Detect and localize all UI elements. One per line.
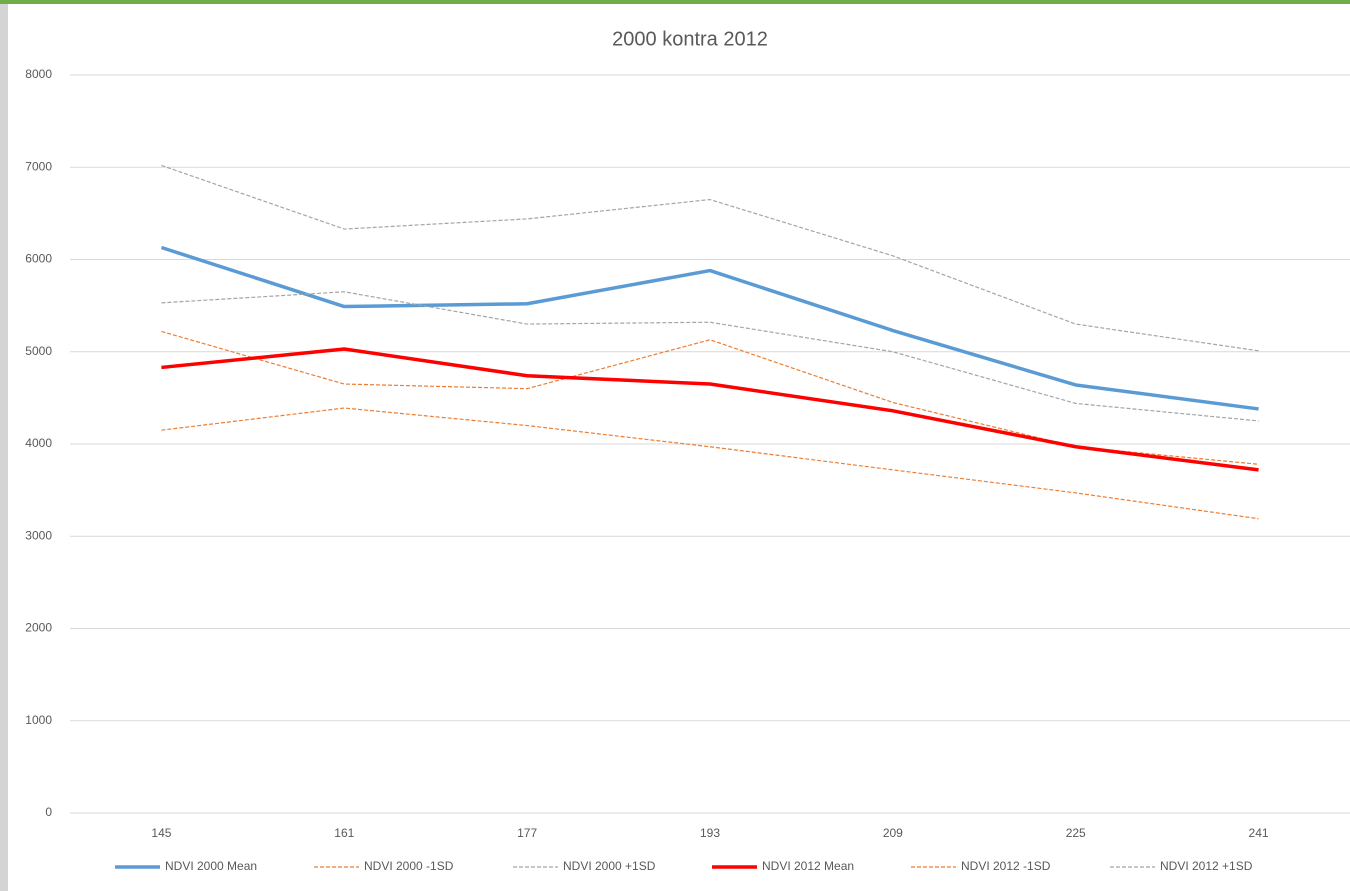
series-line	[161, 407, 1259, 520]
x-tick-label: 193	[700, 826, 720, 840]
y-tick-label: 4000	[25, 436, 52, 450]
window-edge	[0, 4, 8, 891]
y-tick-label: 3000	[25, 528, 52, 542]
legend-label: NDVI 2000 -1SD	[364, 859, 454, 873]
window-border	[0, 0, 1350, 4]
series-line	[161, 164, 1259, 352]
legend-label: NDVI 2000 +1SD	[563, 859, 656, 873]
y-tick-label: 1000	[25, 713, 52, 727]
legend-label: NDVI 2012 +1SD	[1160, 859, 1253, 873]
x-tick-label: 225	[1066, 826, 1086, 840]
x-tick-label: 209	[883, 826, 903, 840]
x-tick-label: 177	[517, 826, 537, 840]
series-line	[160, 245, 1259, 411]
series-line	[161, 347, 1259, 472]
x-tick-label: 241	[1249, 826, 1269, 840]
x-tick-label: 161	[334, 826, 354, 840]
x-tick-label: 145	[151, 826, 171, 840]
y-tick-label: 7000	[25, 159, 52, 173]
legend-label: NDVI 2012 -1SD	[961, 859, 1051, 873]
chart-title: 2000 kontra 2012	[612, 28, 768, 50]
y-tick-label: 6000	[25, 252, 52, 266]
y-tick-label: 8000	[25, 67, 52, 81]
y-tick-label: 0	[45, 805, 52, 819]
y-tick-label: 5000	[25, 344, 52, 358]
series-line	[161, 291, 1259, 422]
legend-label: NDVI 2000 Mean	[165, 859, 257, 873]
legend-label: NDVI 2012 Mean	[762, 859, 854, 873]
y-tick-label: 2000	[25, 621, 52, 635]
